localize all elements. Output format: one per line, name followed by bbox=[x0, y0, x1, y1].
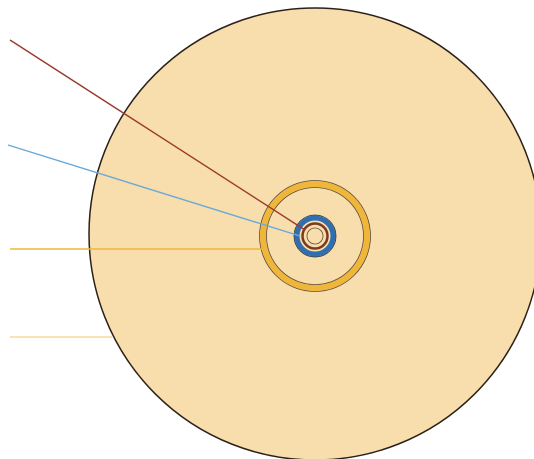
blue-ring bbox=[294, 215, 336, 257]
center-core bbox=[306, 227, 324, 245]
blue-ring-outer-edge bbox=[293, 214, 337, 258]
yellow-ring bbox=[260, 181, 370, 291]
yellow-ring-inner-edge bbox=[266, 187, 364, 285]
leader-line-blue bbox=[7, 144, 301, 237]
leader-line-brown bbox=[9, 39, 306, 231]
yellow-ring-outer-edge bbox=[259, 180, 371, 292]
